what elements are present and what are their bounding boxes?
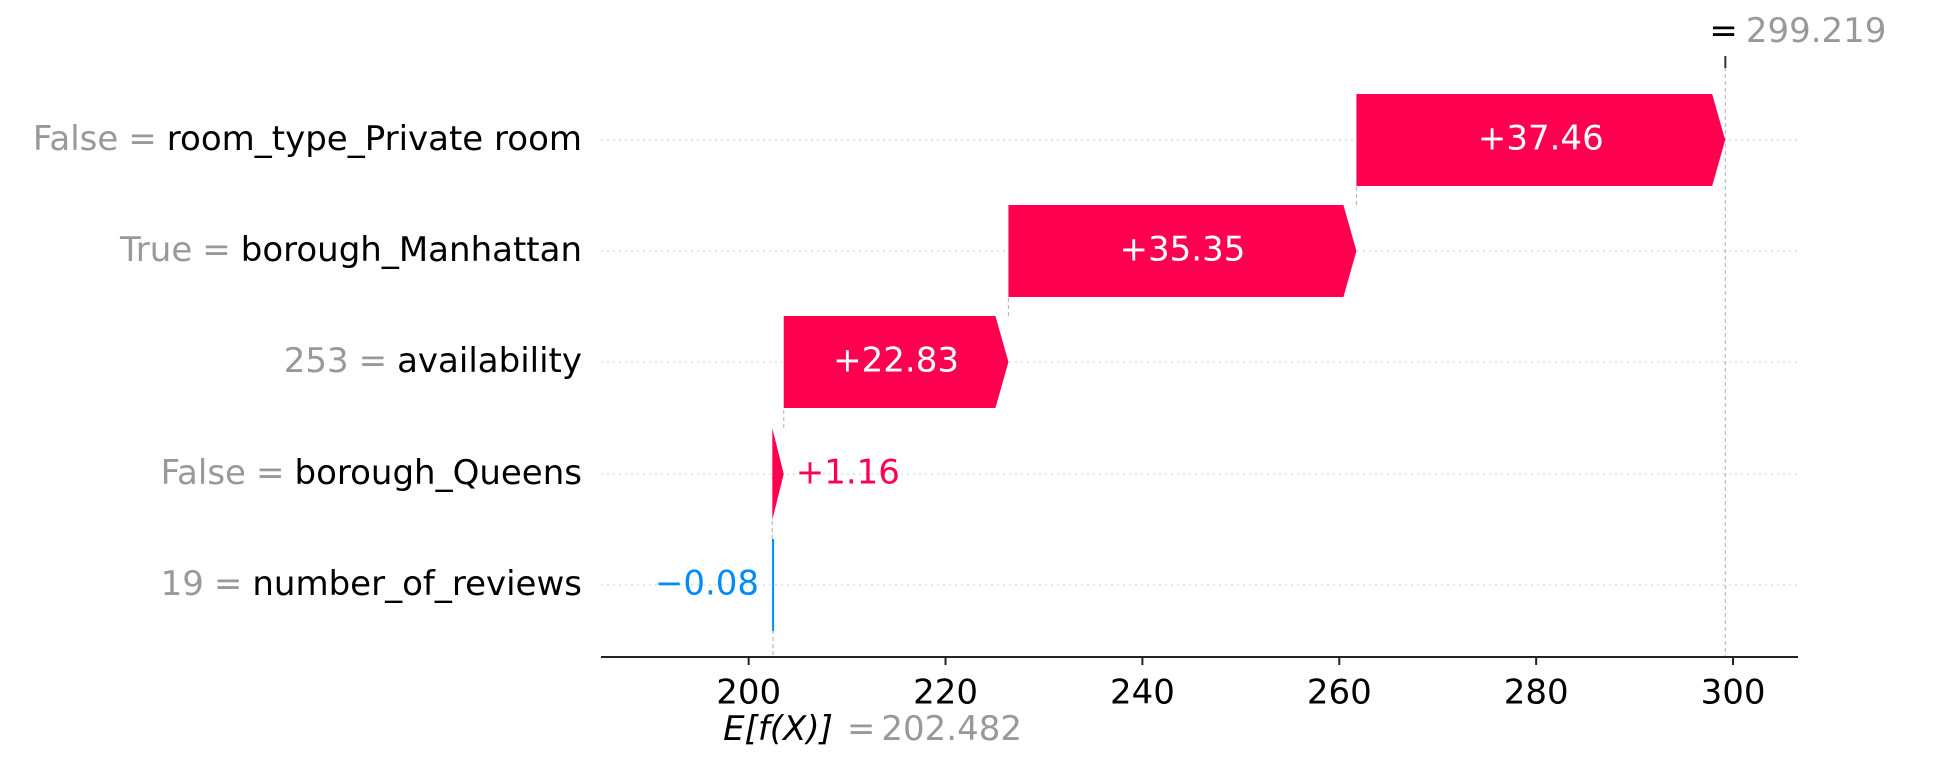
bar: [1356, 94, 1726, 186]
base-name: E[f(X)]: [723, 709, 833, 749]
feature-value: 253: [284, 341, 349, 381]
bar: [1008, 205, 1357, 297]
final-label: = 299.219: [1709, 11, 1886, 51]
equals: =: [202, 230, 231, 270]
feature-label: 19 = number_of_reviews: [161, 564, 582, 604]
x-tick-label: 200: [716, 673, 781, 713]
feature-value: 19: [161, 564, 204, 604]
x-tick-label: 260: [1307, 673, 1372, 713]
value-label: +35.35: [1120, 230, 1246, 270]
feature-name: number_of_reviews: [252, 564, 582, 604]
feature-name: availability: [397, 341, 582, 381]
feature-label: True = borough_Manhattan: [119, 230, 582, 270]
equals: =: [128, 119, 157, 159]
bar: [783, 316, 1009, 408]
feature-value: False: [161, 453, 246, 493]
base-label: E[f(X)] = 202.482: [723, 709, 1022, 749]
feature-value: False: [33, 119, 118, 159]
bar: [772, 428, 784, 520]
feature-name: room_type_Private room: [167, 119, 582, 159]
bar: [772, 539, 775, 631]
equals: =: [256, 453, 285, 493]
x-tick-label: 240: [1110, 673, 1175, 713]
value-label: +37.46: [1478, 119, 1604, 159]
base-value: 202.482: [881, 709, 1022, 749]
x-tick-label: 300: [1701, 673, 1766, 713]
equals: =: [359, 341, 388, 381]
x-tick-label: 220: [913, 673, 978, 713]
equals: =: [214, 564, 243, 604]
value-label: +1.16: [796, 453, 900, 493]
value-label: −0.08: [655, 564, 759, 604]
final-value: 299.219: [1746, 11, 1887, 51]
feature-label: False = borough_Queens: [161, 453, 582, 493]
feature-label: 253 = availability: [284, 341, 582, 381]
feature-name: borough_Queens: [294, 453, 582, 493]
feature-name: borough_Manhattan: [241, 230, 582, 270]
feature-value: True: [119, 230, 192, 270]
equals: =: [847, 709, 876, 749]
feature-label: False = room_type_Private room: [33, 119, 582, 159]
equals: =: [1709, 11, 1738, 51]
x-tick-label: 280: [1504, 673, 1569, 713]
value-label: +22.83: [833, 341, 959, 381]
